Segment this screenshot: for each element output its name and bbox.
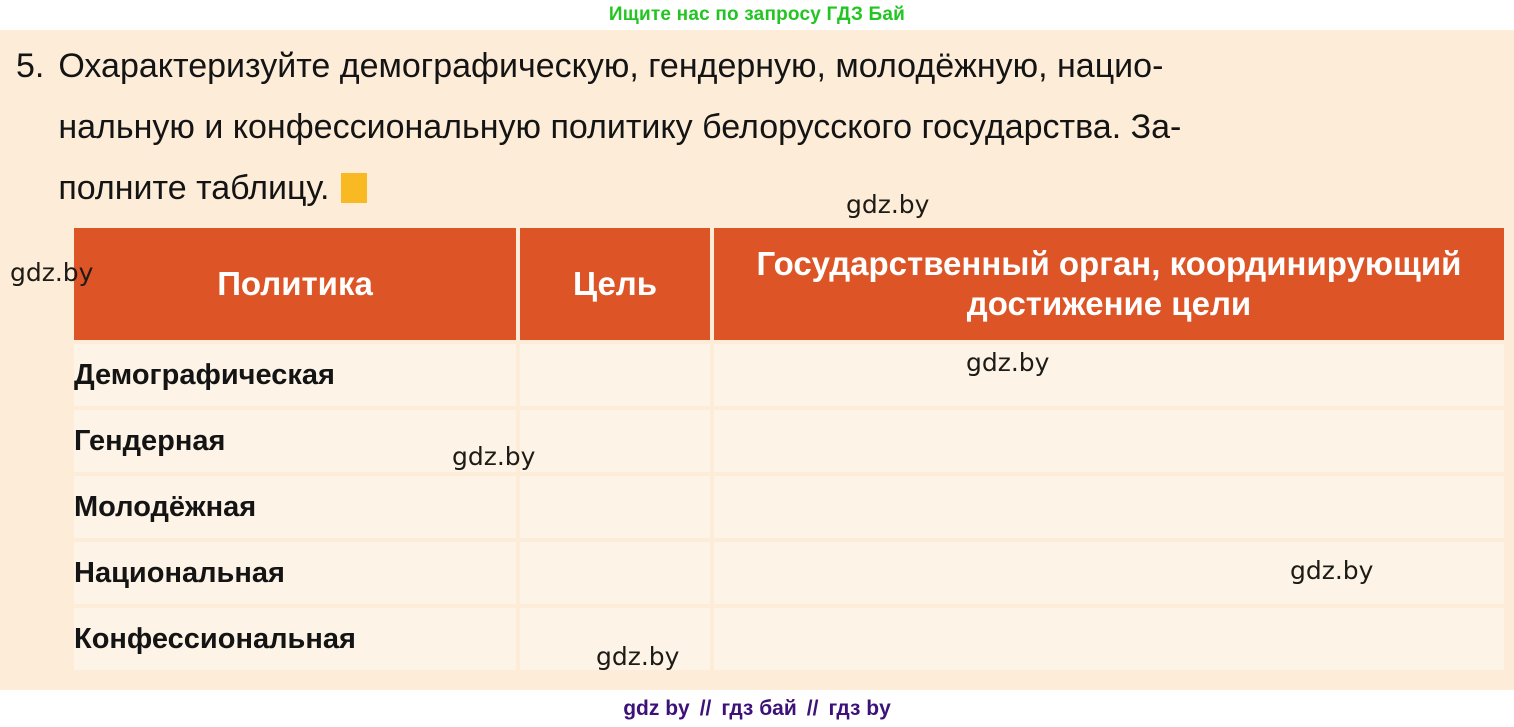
footer-part-1: gdz by: [623, 696, 690, 720]
table-row: Демографическая: [74, 344, 1504, 406]
question-text: Охарактеризуйте демографическую, гендерн…: [58, 36, 1498, 219]
column-header-goal: Цель: [520, 228, 710, 340]
cell-organ-answer[interactable]: [714, 410, 1504, 472]
cell-organ-answer[interactable]: [714, 344, 1504, 406]
table-header-row: Политика Цель Государственный орган, коо…: [74, 228, 1504, 340]
cell-policy-name: Конфессиональная: [74, 608, 516, 670]
cell-goal-answer[interactable]: [520, 476, 710, 538]
question-line-3-text: полните таблицу.: [58, 169, 330, 207]
table-row: Молодёжная: [74, 476, 1504, 538]
cell-organ-answer[interactable]: [714, 542, 1504, 604]
policy-table-head: Политика Цель Государственный орган, коо…: [74, 228, 1504, 340]
column-header-policy: Политика: [74, 228, 516, 340]
question-number: 5.: [16, 47, 45, 85]
cell-policy-name: Национальная: [74, 542, 516, 604]
cell-policy-name: Молодёжная: [74, 476, 516, 538]
question-block: 5. Охарактеризуйте демографическую, генд…: [16, 36, 1498, 219]
top-promo-banner: Ищите нас по запросу ГДЗ Бай: [0, 0, 1514, 30]
footer-separator-2: //: [806, 696, 819, 720]
cell-policy-name: Демографическая: [74, 344, 516, 406]
question-line-1: Охарактеризуйте демографическую, гендерн…: [58, 47, 1164, 85]
cell-goal-answer[interactable]: [520, 608, 710, 670]
footer-part-2: гдз бай: [721, 696, 797, 720]
question-line-3: полните таблицу.: [58, 158, 1498, 219]
cell-organ-answer[interactable]: [714, 476, 1504, 538]
footer-text: gdz by // гдз бай // гдз by: [623, 697, 891, 721]
cell-goal-answer[interactable]: [520, 344, 710, 406]
table-row: Национальная: [74, 542, 1504, 604]
cell-goal-answer[interactable]: [520, 542, 710, 604]
cell-goal-answer[interactable]: [520, 410, 710, 472]
policy-table-body: Демографическая Гендерная Молодёжная Нац…: [74, 344, 1504, 670]
bottom-footer-bar: gdz by // гдз бай // гдз by: [0, 690, 1514, 727]
table-row: Конфессиональная: [74, 608, 1504, 670]
footer-separator-1: //: [699, 696, 712, 720]
column-header-organ: Государственный орган, координирующий до…: [714, 228, 1504, 340]
top-promo-text: Ищите нас по запросу ГДЗ Бай: [608, 4, 906, 25]
question-line-2: нальную и конфессиональную политику бело…: [58, 108, 1182, 146]
cell-policy-name: Гендерная: [74, 410, 516, 472]
cell-organ-answer[interactable]: [714, 608, 1504, 670]
worksheet-sheet: 5. Охарактеризуйте демографическую, генд…: [0, 30, 1514, 690]
table-row: Гендерная: [74, 410, 1504, 472]
orange-square-marker-icon: [341, 173, 368, 203]
policy-table: Политика Цель Государственный орган, коо…: [70, 224, 1508, 674]
footer-part-3: гдз by: [828, 696, 891, 720]
